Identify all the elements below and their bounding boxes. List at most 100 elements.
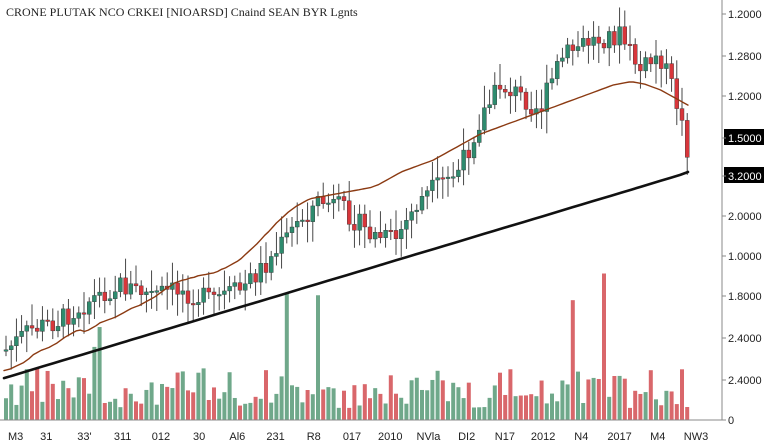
candle-body bbox=[55, 326, 61, 332]
price-tick-label: 2.0000 bbox=[728, 211, 762, 223]
candle-body bbox=[549, 78, 555, 84]
candle-body bbox=[196, 302, 201, 306]
volume-bar bbox=[269, 402, 274, 420]
volume-bar bbox=[498, 372, 502, 420]
volume-bar bbox=[139, 403, 144, 420]
volume-bar bbox=[446, 401, 450, 420]
candle-body bbox=[622, 26, 627, 45]
volume-bar bbox=[284, 293, 289, 420]
volume-bar bbox=[534, 396, 539, 420]
volume-bar bbox=[9, 384, 14, 420]
volume-bar bbox=[664, 390, 669, 420]
candle-body bbox=[674, 78, 679, 109]
candle-body bbox=[487, 104, 492, 108]
candle-body bbox=[274, 253, 279, 257]
volume-bar bbox=[175, 372, 180, 420]
volume-bar bbox=[570, 300, 575, 420]
candle-body bbox=[14, 336, 19, 347]
candle-body bbox=[352, 224, 357, 231]
candle-body bbox=[81, 312, 87, 315]
price-tick-label: 3.2000 bbox=[728, 171, 762, 183]
price-axis: 1.2000 1.2800 1.2000 1.5000 3.2000 2.0000 1.00… bbox=[722, 9, 764, 427]
volume-bar bbox=[243, 403, 248, 420]
volume-bar bbox=[305, 390, 310, 420]
price-tick-label: 0 bbox=[728, 415, 734, 427]
candle-body bbox=[409, 211, 414, 221]
volume-bar bbox=[602, 273, 606, 420]
candle-body bbox=[29, 325, 35, 329]
candle-body bbox=[211, 291, 217, 295]
candle-body bbox=[133, 283, 139, 287]
price-tick-label: 2.4000 bbox=[728, 333, 762, 345]
candle-body bbox=[263, 263, 269, 273]
time-tick-label: 33' bbox=[77, 431, 91, 443]
candle-body bbox=[508, 91, 513, 97]
candle-body bbox=[513, 86, 518, 97]
candle-body bbox=[118, 277, 123, 292]
volume-bar bbox=[591, 377, 596, 420]
volume-bar bbox=[487, 397, 492, 420]
candle-body bbox=[149, 290, 154, 293]
candle-body bbox=[523, 91, 529, 110]
candle-body bbox=[216, 294, 222, 297]
candle-body bbox=[445, 176, 451, 179]
candle-body bbox=[86, 301, 92, 315]
volume-bar bbox=[108, 401, 112, 420]
volume-bars bbox=[4, 273, 690, 420]
price-tick-label: 2.4000 bbox=[728, 375, 762, 387]
volume-bar bbox=[222, 392, 227, 420]
volume-bar bbox=[212, 387, 216, 420]
candle-body bbox=[435, 177, 440, 181]
volume-bar bbox=[362, 384, 367, 420]
candle-body bbox=[107, 298, 113, 301]
volume-bar bbox=[550, 393, 554, 420]
volume-bar bbox=[274, 393, 279, 420]
candle-body bbox=[138, 285, 144, 295]
candle-body bbox=[653, 55, 659, 65]
candle-body bbox=[24, 325, 29, 332]
candle-body bbox=[289, 226, 295, 233]
candle-body bbox=[144, 291, 149, 295]
candle-body bbox=[617, 26, 622, 46]
candle-body bbox=[40, 319, 45, 332]
volume-bar bbox=[295, 386, 300, 420]
volume-bar bbox=[321, 389, 326, 420]
volume-bar bbox=[414, 377, 419, 420]
candle-body bbox=[471, 142, 477, 159]
candle-body bbox=[71, 318, 76, 325]
time-tick-label: 2010 bbox=[378, 431, 402, 443]
candle-body bbox=[315, 196, 321, 207]
volume-bar bbox=[248, 402, 253, 420]
candle-body bbox=[560, 57, 565, 62]
volume-bar bbox=[435, 370, 440, 420]
volume-bar bbox=[539, 380, 544, 420]
candle-body bbox=[383, 230, 388, 238]
volume-bar bbox=[82, 378, 86, 420]
volume-bar bbox=[92, 346, 97, 420]
candle-body bbox=[3, 349, 9, 352]
volume-bar bbox=[180, 371, 185, 420]
volume-bar bbox=[128, 393, 133, 420]
time-tick-label: 017 bbox=[343, 431, 361, 443]
volume-bar bbox=[50, 383, 55, 420]
candle-body bbox=[295, 221, 300, 228]
volume-bar bbox=[40, 401, 45, 420]
candle-body bbox=[253, 273, 258, 283]
price-tick-label: 1.2000 bbox=[728, 91, 762, 103]
volume-bar bbox=[310, 394, 315, 420]
volume-bar bbox=[482, 407, 487, 420]
time-axis: M3 31 33' 311 012 30 Al6 231 R8 017 2010 NVla DI2 N17… bbox=[8, 431, 708, 443]
time-tick-label: M4 bbox=[650, 431, 665, 443]
volume-bar bbox=[201, 368, 206, 420]
volume-bar bbox=[160, 383, 164, 420]
volume-bar bbox=[638, 393, 643, 420]
candle-body bbox=[492, 84, 497, 105]
volume-bar bbox=[56, 399, 60, 420]
volume-bar bbox=[232, 397, 237, 420]
candle-body bbox=[367, 226, 373, 240]
volume-bar bbox=[383, 403, 388, 420]
price-badge bbox=[724, 167, 764, 183]
volume-bar bbox=[87, 393, 92, 420]
time-tick-label: NW3 bbox=[684, 431, 708, 443]
time-tick-label: 012 bbox=[152, 431, 170, 443]
